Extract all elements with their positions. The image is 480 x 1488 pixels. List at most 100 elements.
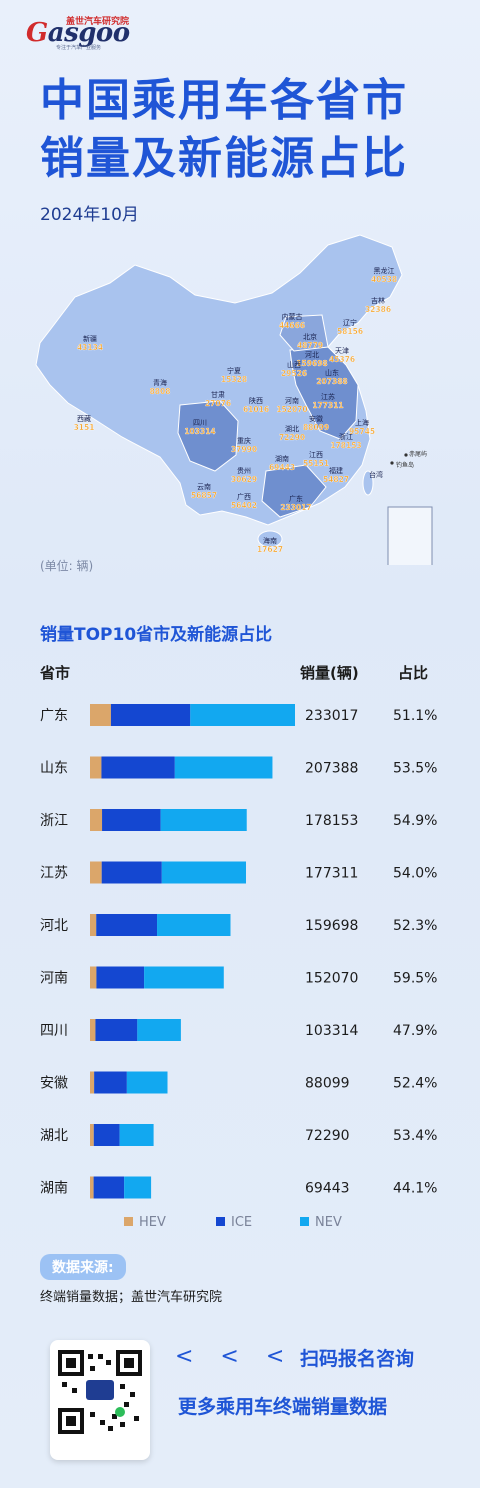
map-province-name: 河南: [285, 396, 299, 405]
map-province-name: 山西: [287, 360, 301, 369]
bar-share-label: 59.5%: [393, 971, 437, 987]
title-line-1: 中国乘用车各省市: [40, 75, 408, 126]
bar-total-label: 177311: [305, 866, 358, 882]
map-province-name: 黑龙江: [374, 266, 395, 275]
map-province-value: 55151: [303, 459, 329, 468]
map-svg: 黑龙江40538吉林32386辽宁58156内蒙古44666北京48779天津4…: [35, 234, 433, 570]
cta-arrows: < < <: [175, 1344, 295, 1369]
qr-code[interactable]: [50, 1340, 150, 1460]
bar-total-label: 88099: [305, 1076, 350, 1092]
bar-total-label: 72290: [305, 1128, 350, 1144]
map-province-name: 辽宁: [343, 318, 357, 327]
bar-segment-ice: [96, 966, 145, 989]
map-province-name: 湖南: [275, 454, 289, 463]
map-labels: 黑龙江40538吉林32386辽宁58156内蒙古44666北京48779天津4…: [73, 266, 397, 554]
map-province-name: 北京: [303, 332, 317, 341]
map-province-value: 207388: [316, 377, 347, 386]
map-region-sichuan: [177, 400, 239, 472]
logo-mark: Gasgoo: [26, 18, 130, 48]
bar-segment-nev: [190, 704, 295, 726]
map-province-name: 广西: [237, 492, 251, 501]
map-province-name: 浙江: [339, 432, 353, 441]
bar-category-label: 湖北: [40, 1128, 68, 1144]
map-province-name: 甘肃: [211, 390, 225, 399]
bar-total-label: 69443: [305, 1181, 350, 1197]
map-province-name: 江西: [309, 451, 323, 459]
map-province-value: 233017: [280, 503, 311, 512]
map-province-value: 103314: [184, 427, 215, 436]
map-region-south: [261, 464, 327, 518]
map-province-value: 56402: [231, 501, 257, 510]
map-province-value: 44666: [279, 321, 305, 330]
bar-segment-ice: [95, 1019, 138, 1041]
map-province-value: 29526: [281, 369, 307, 378]
bar-category-label: 四川: [40, 1023, 68, 1039]
source-badge: 数据来源:: [40, 1254, 126, 1280]
bar-segment-nev: [126, 1071, 168, 1094]
map-province-value: 3151: [74, 423, 95, 432]
map-province-name: 吉林: [371, 296, 385, 305]
bar-category-label: 河南: [40, 971, 68, 987]
bar-segment-ice: [101, 756, 175, 779]
cta-more-data-text: 更多乘用车终端销量数据: [178, 1396, 388, 1418]
bar-share-label: 53.4%: [393, 1128, 437, 1144]
map-province-value: 95745: [349, 427, 375, 436]
bar-total-label: 152070: [305, 971, 358, 987]
cta-panel: < < < 扫码报名咨询 更多乘用车终端销量数据: [20, 1330, 460, 1470]
map-province-value: 27076: [205, 399, 231, 408]
bar-share-label: 51.1%: [393, 708, 437, 724]
map-region-north: [279, 314, 329, 352]
map-chiwei-dot: [404, 453, 408, 457]
map-province-name: 贵州: [237, 466, 251, 475]
map-province-name: 台湾: [369, 470, 383, 479]
bar-segment-hev: [90, 966, 97, 989]
bar-share-label: 47.9%: [393, 1023, 437, 1039]
map-province-name: 上海: [355, 418, 369, 427]
map-province-value: 8808: [150, 387, 171, 396]
map-province-value: 32386: [365, 305, 391, 314]
map-province-name: 云南: [197, 482, 211, 491]
bar-total-label: 178153: [305, 813, 358, 829]
bar-segment-hev: [90, 1071, 95, 1094]
bar-category-label: 江苏: [40, 866, 68, 882]
bar-share-label: 52.4%: [393, 1076, 437, 1092]
map-province-value: 178153: [330, 441, 361, 450]
cta-scan-text: 扫码报名咨询: [300, 1348, 415, 1370]
bar-segment-nev: [160, 809, 247, 831]
gasgoo-logo: Gasgoo 盖世汽车研究院 专注于汽车产业服务: [26, 17, 130, 51]
bar-share-label: 44.1%: [393, 1181, 437, 1197]
bar-segment-ice: [94, 1071, 127, 1094]
page-title: 中国乘用车各省市 销量及新能源占比: [40, 72, 408, 188]
map-province-name: 江苏: [321, 392, 335, 401]
bar-segment-hev: [90, 914, 97, 936]
source-text: 终端销量数据；盖世汽车研究院: [40, 1290, 223, 1305]
bar-category-label: 安徽: [40, 1076, 68, 1092]
bar-segment-nev: [157, 914, 231, 936]
map-province-name: 天津: [335, 347, 349, 355]
column-header-province: 省市: [40, 664, 71, 682]
bar-segment-ice: [93, 1124, 120, 1146]
map-province-value: 56857: [191, 491, 217, 500]
map-province-name: 陕西: [249, 396, 263, 405]
logo-cn-name: 盖世汽车研究院: [66, 17, 130, 27]
island-label-chiwei: 赤尾屿: [409, 450, 427, 458]
map-province-value: 159698: [296, 359, 327, 368]
legend-swatch-nev: [300, 1217, 309, 1226]
map-province-value: 88099: [303, 423, 329, 432]
bar-segment-nev: [137, 1019, 181, 1041]
map-province-name: 广东: [289, 494, 303, 503]
bar-segment-hev: [90, 861, 102, 884]
bar-total-label: 207388: [305, 761, 358, 777]
map-province-value: 152070: [276, 405, 307, 414]
bar-total-label: 233017: [305, 708, 358, 724]
map-province-value: 30629: [231, 475, 257, 484]
legend-label-ice: ICE: [231, 1215, 252, 1230]
map-province-value: 15328: [221, 375, 247, 384]
map-diaoyu-dot: [390, 461, 394, 465]
map-province-name: 福建: [329, 466, 343, 475]
legend-swatch-ice: [216, 1217, 225, 1226]
bar-segment-hev: [90, 1019, 96, 1041]
bar-segment-nev: [124, 1176, 152, 1199]
bar-segment-nev: [161, 861, 246, 884]
logo-tagline: 专注于汽车产业服务: [56, 45, 102, 51]
